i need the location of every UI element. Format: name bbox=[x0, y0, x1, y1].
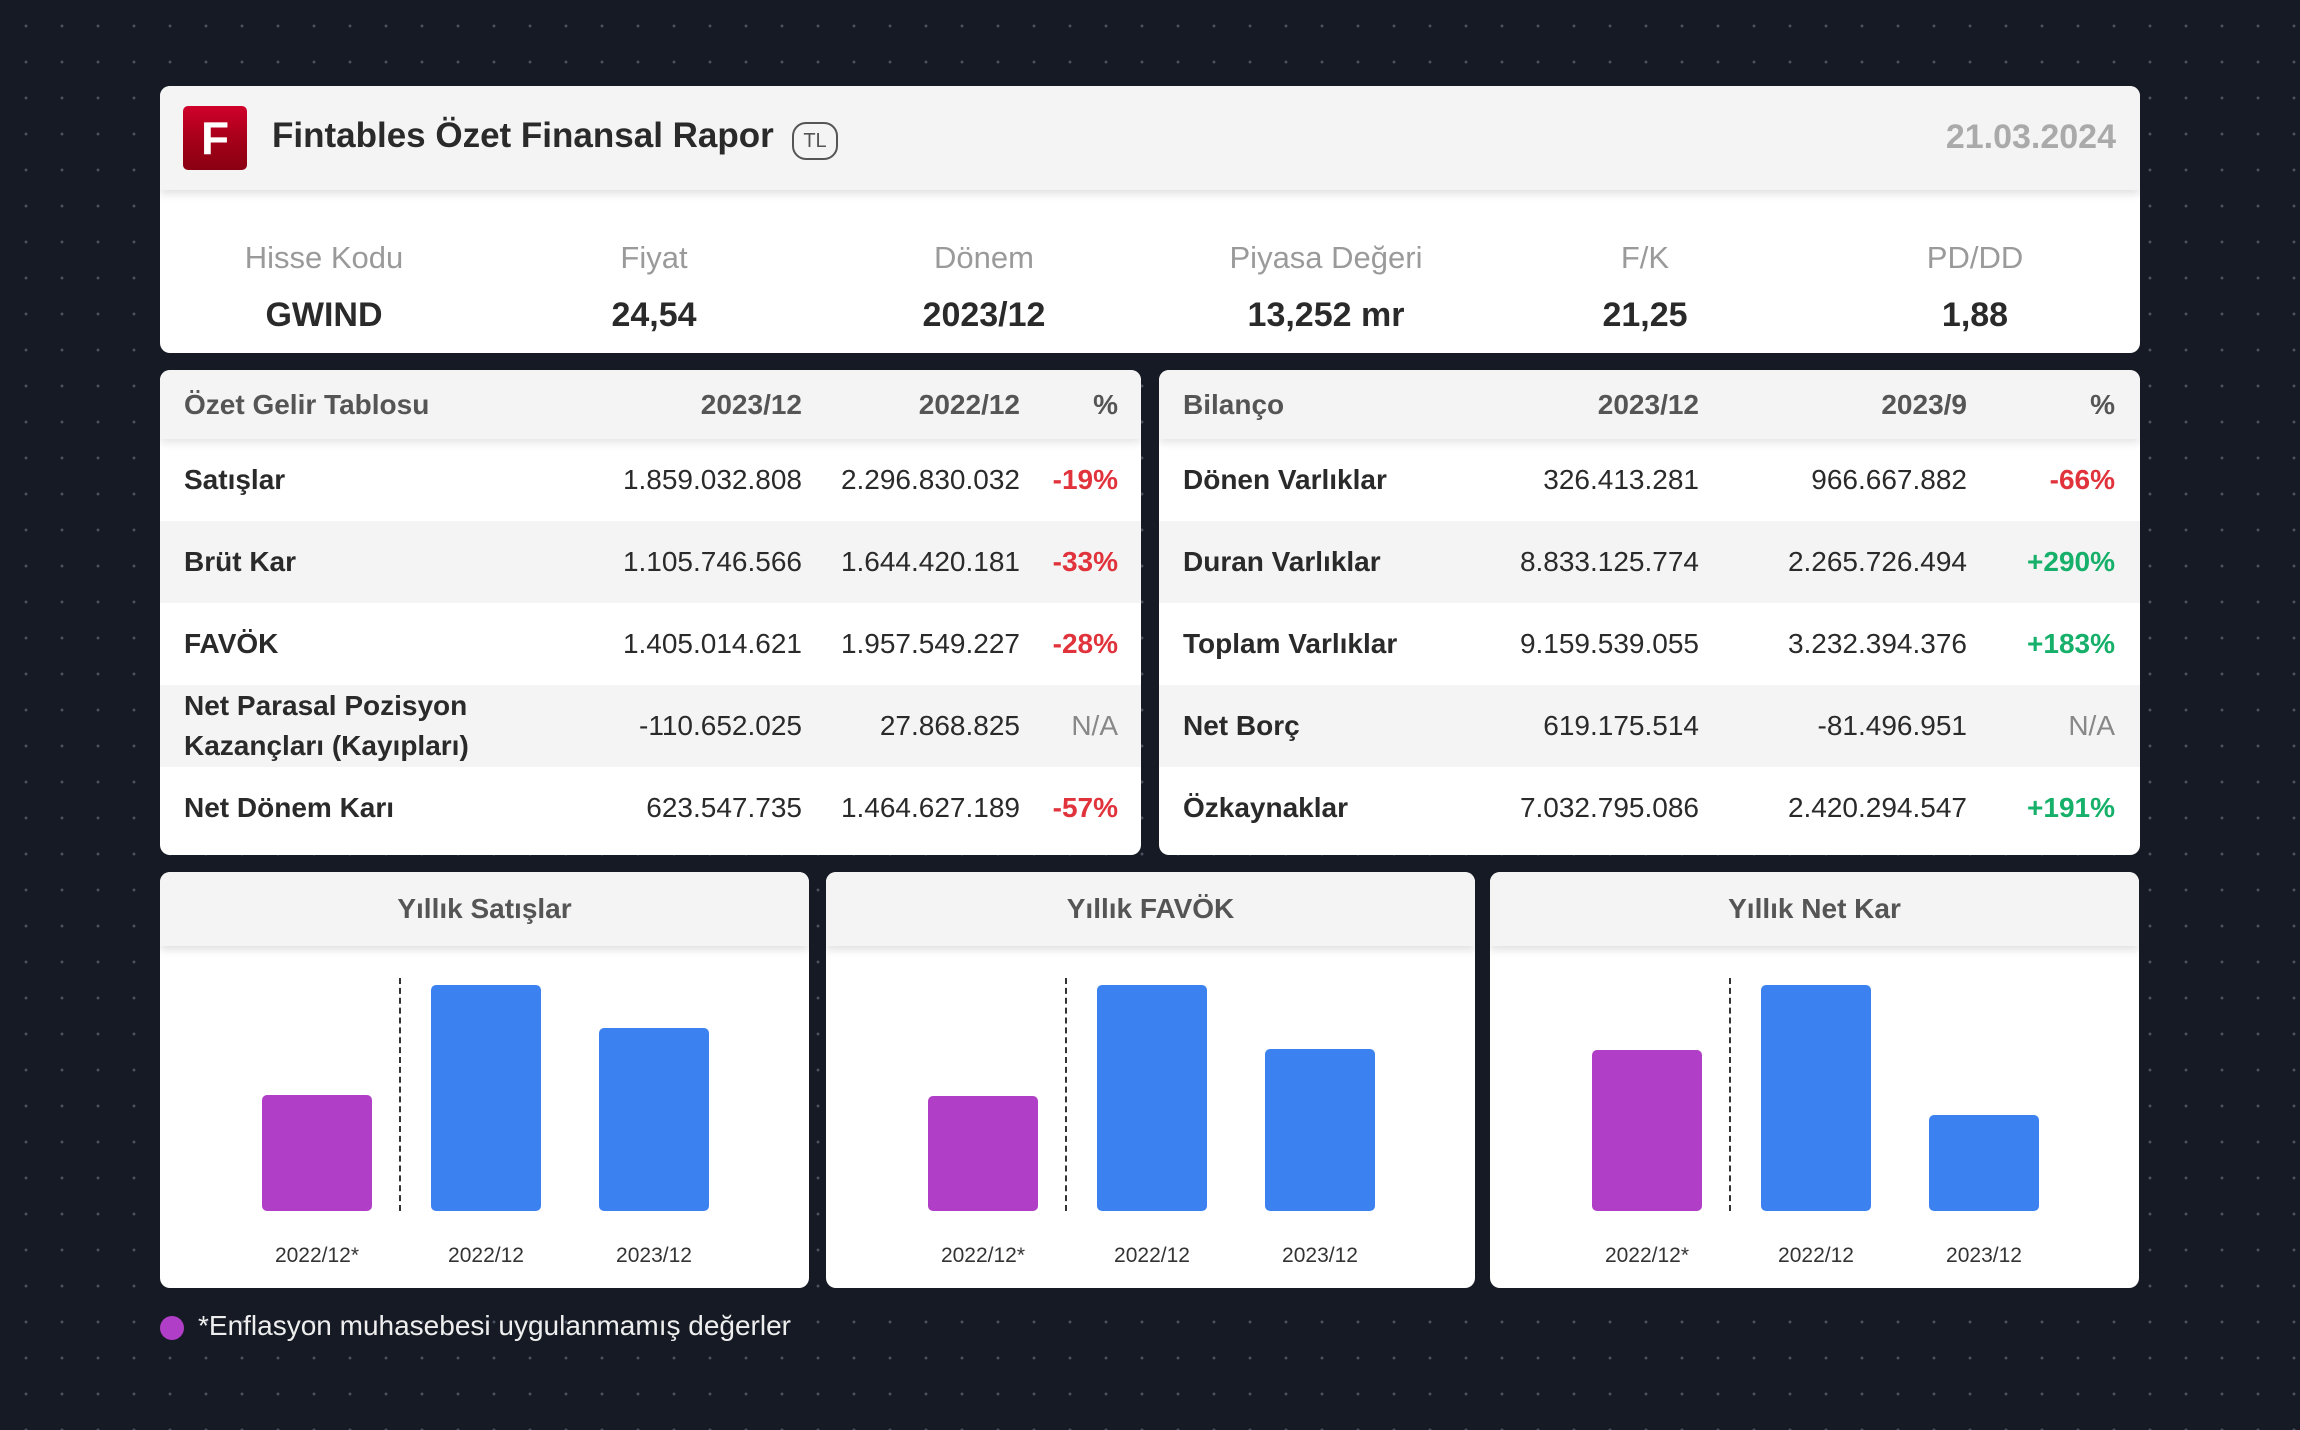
x-tick-label: 2022/12 bbox=[448, 1244, 524, 1267]
row-label: FAVÖK bbox=[184, 628, 279, 659]
row-label: Toplam Varlıklar bbox=[1183, 628, 1398, 659]
x-tick-label: 2022/12* bbox=[274, 1244, 360, 1267]
chart-title: Yıllık FAVÖK bbox=[826, 872, 1475, 946]
annual-ebitda-chart: Yıllık FAVÖK 2022/12* 2022/12 2023/12 bbox=[826, 872, 1475, 1288]
chart-title: Yıllık Net Kar bbox=[1490, 872, 2139, 946]
x-tick-label: 2022/12* bbox=[1604, 1244, 1690, 1267]
page-title: Fintables Özet Finansal Rapor bbox=[272, 116, 774, 155]
report-header-card: F Fintables Özet Finansal Rapor TL 21.03… bbox=[160, 86, 2140, 353]
value-current: 1.405.014.621 bbox=[622, 628, 802, 659]
divider-line bbox=[399, 978, 401, 1211]
table-row: Net Parasal Pozisyon Kazançları (Kayıpla… bbox=[160, 685, 1141, 767]
column-header: 2023/9 bbox=[1881, 388, 1967, 420]
column-header-title: Özet Gelir Tablosu bbox=[184, 388, 430, 420]
table-row: Duran Varlıklar 8.833.125.774 2.265.726.49… bbox=[1159, 521, 2140, 603]
x-tick-label: 2023/12 bbox=[1946, 1244, 2022, 1267]
column-header: 2023/12 bbox=[700, 388, 802, 420]
value-current: 8.833.125.774 bbox=[1519, 546, 1699, 577]
row-label: Duran Varlıklar bbox=[1183, 546, 1381, 577]
column-header: 2022/12 bbox=[918, 388, 1020, 420]
value-previous: 1.644.420.181 bbox=[840, 546, 1020, 577]
table-row: Brüt Kar 1.105.746.566 1.644.420.181 -33% bbox=[160, 521, 1141, 603]
x-tick-label: 2022/12 bbox=[1778, 1244, 1854, 1267]
change-percent: N/A bbox=[2068, 710, 2115, 741]
fintables-logo: F bbox=[183, 106, 247, 170]
value-current: 619.175.514 bbox=[1543, 710, 1699, 741]
value-previous: 966.667.882 bbox=[1811, 464, 1967, 495]
currency-badge: TL bbox=[792, 122, 838, 160]
change-percent: +290% bbox=[2027, 546, 2115, 577]
footnote: *Enflasyon muhasebesi uygulanmamış değer… bbox=[160, 1310, 791, 1342]
bar-202212 bbox=[431, 985, 541, 1211]
change-percent: -33% bbox=[1052, 546, 1118, 577]
bar-202312 bbox=[1265, 1048, 1375, 1211]
row-label: Net Parasal Pozisyon Kazançları (Kayıpla… bbox=[184, 690, 469, 761]
change-percent: -57% bbox=[1052, 792, 1118, 823]
table-row: Dönen Varlıklar 326.413.281 966.667.882 -66… bbox=[1159, 439, 2140, 521]
table-row: Net Borç 619.175.514 -81.496.951 N/A bbox=[1159, 685, 2140, 767]
annual-net-profit-chart: Yıllık Net Kar 2022/12* 2022/12 2023/12 bbox=[1490, 872, 2139, 1288]
bar-202212 bbox=[928, 1095, 1038, 1211]
row-label: Net Borç bbox=[1183, 710, 1300, 741]
value-current: 1.105.746.566 bbox=[622, 546, 802, 577]
column-header: % bbox=[2090, 388, 2115, 420]
value-current: 7.032.795.086 bbox=[1519, 792, 1699, 823]
row-label: Özkaynaklar bbox=[1183, 792, 1348, 823]
annual-sales-chart: Yıllık Satışlar 2022/12* 2022/12 2023/12 bbox=[160, 872, 809, 1288]
income-statement-table: Özet Gelir Tablosu 2023/12 2022/12% Satışla… bbox=[160, 370, 1141, 855]
change-percent: N/A bbox=[1071, 710, 1118, 741]
table-row: Satışlar 1.859.032.808 2.296.830.032 -19% bbox=[160, 439, 1141, 521]
bar-202212 bbox=[1761, 985, 1871, 1211]
bar-202312 bbox=[599, 1028, 709, 1211]
change-percent: -66% bbox=[2049, 464, 2115, 495]
value-previous: 1.464.627.189 bbox=[840, 792, 1020, 823]
value-current: 1.859.032.808 bbox=[622, 464, 802, 495]
x-tick-label: 2022/12* bbox=[940, 1244, 1026, 1267]
x-tick-label: 2022/12 bbox=[1114, 1244, 1190, 1267]
value-current: 9.159.539.055 bbox=[1519, 628, 1699, 659]
divider-line bbox=[1729, 978, 1731, 1211]
change-percent: +191% bbox=[2027, 792, 2115, 823]
table-row: Net Dönem Karı 623.547.735 1.464.627.189 -5… bbox=[160, 767, 1141, 849]
value-previous: 2.265.726.494 bbox=[1787, 546, 1967, 577]
table-row: Özkaynaklar 7.032.795.086 2.420.294.547 +19… bbox=[1159, 767, 2140, 849]
value-current: -110.652.025 bbox=[639, 710, 802, 741]
table-row: FAVÖK 1.405.014.621 1.957.549.227 -28% bbox=[160, 603, 1141, 685]
column-header: 2023/12 bbox=[1597, 388, 1699, 420]
x-tick-label: 2023/12 bbox=[1282, 1244, 1358, 1267]
bar-202212 bbox=[1592, 1049, 1702, 1211]
row-label: Net Dönem Karı bbox=[184, 792, 395, 823]
value-previous: -81.496.951 bbox=[1817, 710, 1967, 741]
divider-line bbox=[1065, 978, 1067, 1211]
change-percent: +183% bbox=[2027, 628, 2115, 659]
value-previous: 1.957.549.227 bbox=[840, 628, 1020, 659]
table-row: Toplam Varlıklar 9.159.539.055 3.232.394.3… bbox=[1159, 603, 2140, 685]
report-header: F Fintables Özet Finansal Rapor TL 21.03… bbox=[160, 86, 2140, 190]
bar-202312 bbox=[1929, 1114, 2039, 1211]
bar-202212 bbox=[1097, 985, 1207, 1211]
row-label: Dönen Varlıklar bbox=[1183, 464, 1387, 495]
change-percent: -28% bbox=[1052, 628, 1118, 659]
row-label: Brüt Kar bbox=[184, 546, 297, 577]
chart-title: Yıllık Satışlar bbox=[160, 872, 809, 946]
bar-202212 bbox=[262, 1094, 372, 1211]
legend-dot-icon bbox=[160, 1315, 184, 1340]
table-header-row: Bilanço 2023/12 2023/9% bbox=[1159, 370, 2140, 439]
column-header-title: Bilanço bbox=[1183, 388, 1285, 420]
change-percent: -19% bbox=[1052, 464, 1118, 495]
value-previous: 2.296.830.032 bbox=[840, 464, 1020, 495]
balance-sheet-table: Bilanço 2023/12 2023/9% Dönen Varlıklar 326.… bbox=[1159, 370, 2140, 855]
value-current: 623.547.735 bbox=[646, 792, 802, 823]
value-previous: 2.420.294.547 bbox=[1787, 792, 1967, 823]
report-date: 21.03.2024 bbox=[1945, 118, 2116, 156]
row-label: Satışlar bbox=[184, 464, 286, 495]
value-previous: 27.868.825 bbox=[879, 710, 1020, 741]
column-header: % bbox=[1093, 388, 1118, 420]
table-header-row: Özet Gelir Tablosu 2023/12 2022/12% bbox=[160, 370, 1141, 439]
x-tick-label: 2023/12 bbox=[616, 1244, 692, 1267]
value-current: 326.413.281 bbox=[1543, 464, 1699, 495]
value-previous: 3.232.394.376 bbox=[1787, 628, 1967, 659]
